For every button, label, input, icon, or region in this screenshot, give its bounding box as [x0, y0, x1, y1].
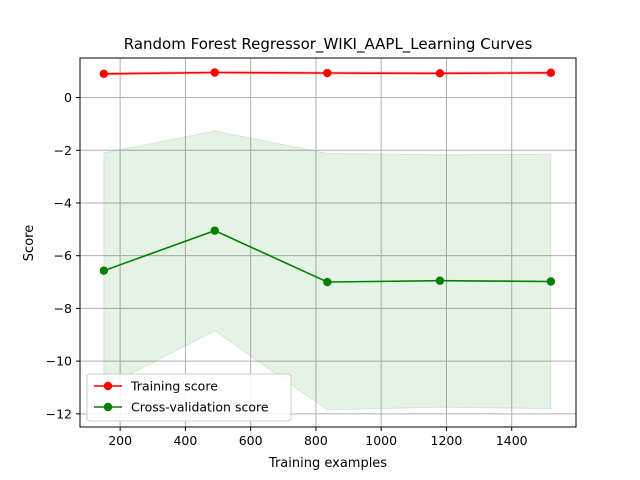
y-axis-ticks: 0 −2 −4 −6 −8 −10 −12 [46, 90, 80, 421]
y-tick-label-2: −4 [54, 195, 72, 210]
y-tick-label-6: −12 [46, 406, 72, 421]
x-tick-label-0: 200 [108, 433, 132, 448]
series-0-point-0 [99, 69, 109, 79]
series-1-point-1 [210, 226, 219, 235]
x-tick-label-6: 1400 [496, 433, 528, 448]
series-0-point-3 [435, 69, 445, 78]
y-tick-label-3: −6 [54, 248, 72, 263]
y-tick-label-1: −2 [54, 143, 72, 158]
series-0-point-1 [210, 68, 219, 77]
x-tick-label-3: 800 [304, 433, 328, 448]
legend-label-1: Cross-validation score [131, 400, 269, 415]
x-tick-label-4: 1000 [365, 433, 397, 448]
y-tick-label-0: 0 [64, 90, 72, 105]
legend-box [86, 373, 292, 422]
legend-marker-0 [103, 381, 113, 391]
x-tick-label-2: 600 [239, 433, 263, 448]
x-axis-label: Training examples [268, 456, 387, 471]
series-band-1 [103, 130, 552, 411]
series-lines [99, 68, 556, 287]
series-1-point-2 [323, 277, 332, 287]
legend: Training score Cross-validation score [86, 373, 292, 422]
grid-lines [80, 58, 576, 427]
series-0-point-2 [323, 68, 332, 78]
legend-label-0: Training score [130, 379, 218, 394]
legend-marker-1 [103, 402, 113, 412]
x-tick-label-5: 1200 [431, 433, 463, 448]
chart-title: Random Forest Regressor_WIKI_AAPL_Learni… [124, 35, 533, 54]
y-tick-label-5: −10 [46, 354, 72, 369]
series-1-point-0 [99, 266, 109, 275]
series-1-point-4 [546, 277, 556, 286]
x-axis-ticks: 200 400 600 800 1000 1200 1400 [108, 427, 528, 448]
x-tick-label-1: 400 [173, 433, 197, 448]
score-bands [103, 70, 552, 411]
y-axis-label: Score [22, 225, 37, 261]
y-tick-label-4: −8 [54, 301, 72, 316]
plot-frame [79, 57, 577, 428]
series-0-point-4 [546, 68, 556, 77]
series-1-point-3 [435, 276, 445, 285]
